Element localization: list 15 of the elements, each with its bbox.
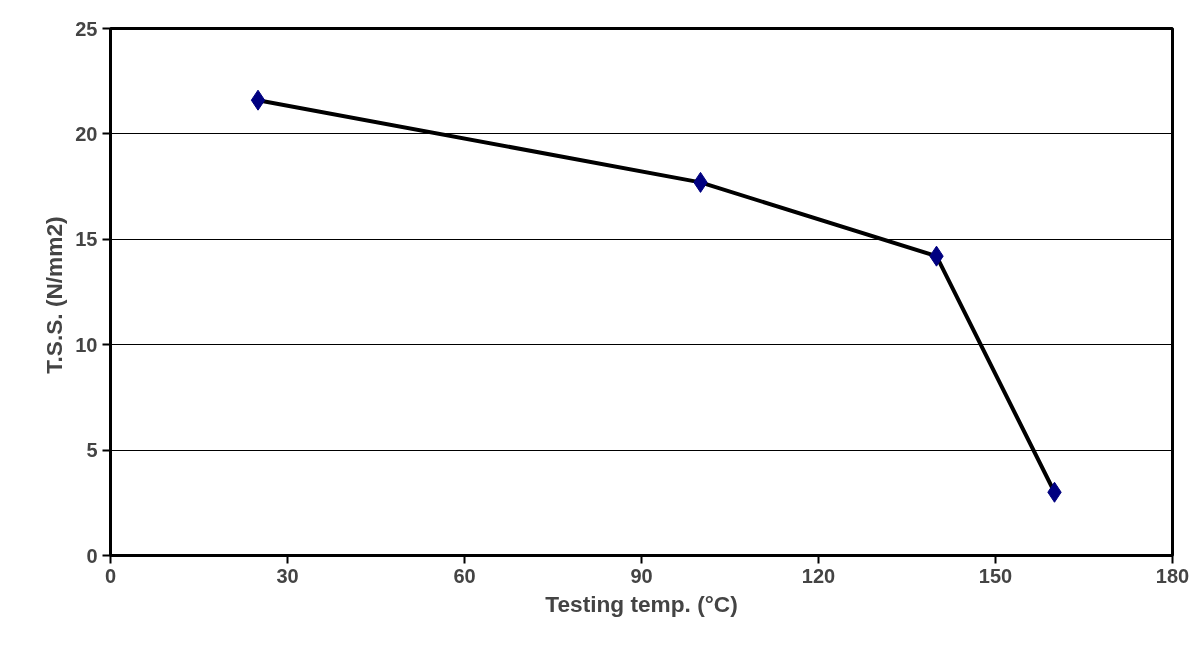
x-tick-label: 60 [453,564,476,587]
y-tick-label: 20 [75,122,98,145]
x-tick-label: 0 [104,564,117,587]
x-tick-label: 180 [1155,564,1190,587]
x-axis-title: Testing temp. (°C) [545,590,738,617]
y-tick-label: 25 [75,17,98,40]
y-axis-title: T.S.S. (N/mm2) [41,216,68,374]
x-tick-label: 30 [276,564,299,587]
y-tick-label: 15 [75,228,98,251]
x-tick-label: 120 [801,564,836,587]
y-tick-label: 0 [86,544,98,567]
x-tick-label: 90 [630,564,653,587]
y-tick-label: 5 [86,439,98,462]
x-tick-label: 150 [978,564,1013,587]
y-tick-label: 10 [75,333,98,356]
